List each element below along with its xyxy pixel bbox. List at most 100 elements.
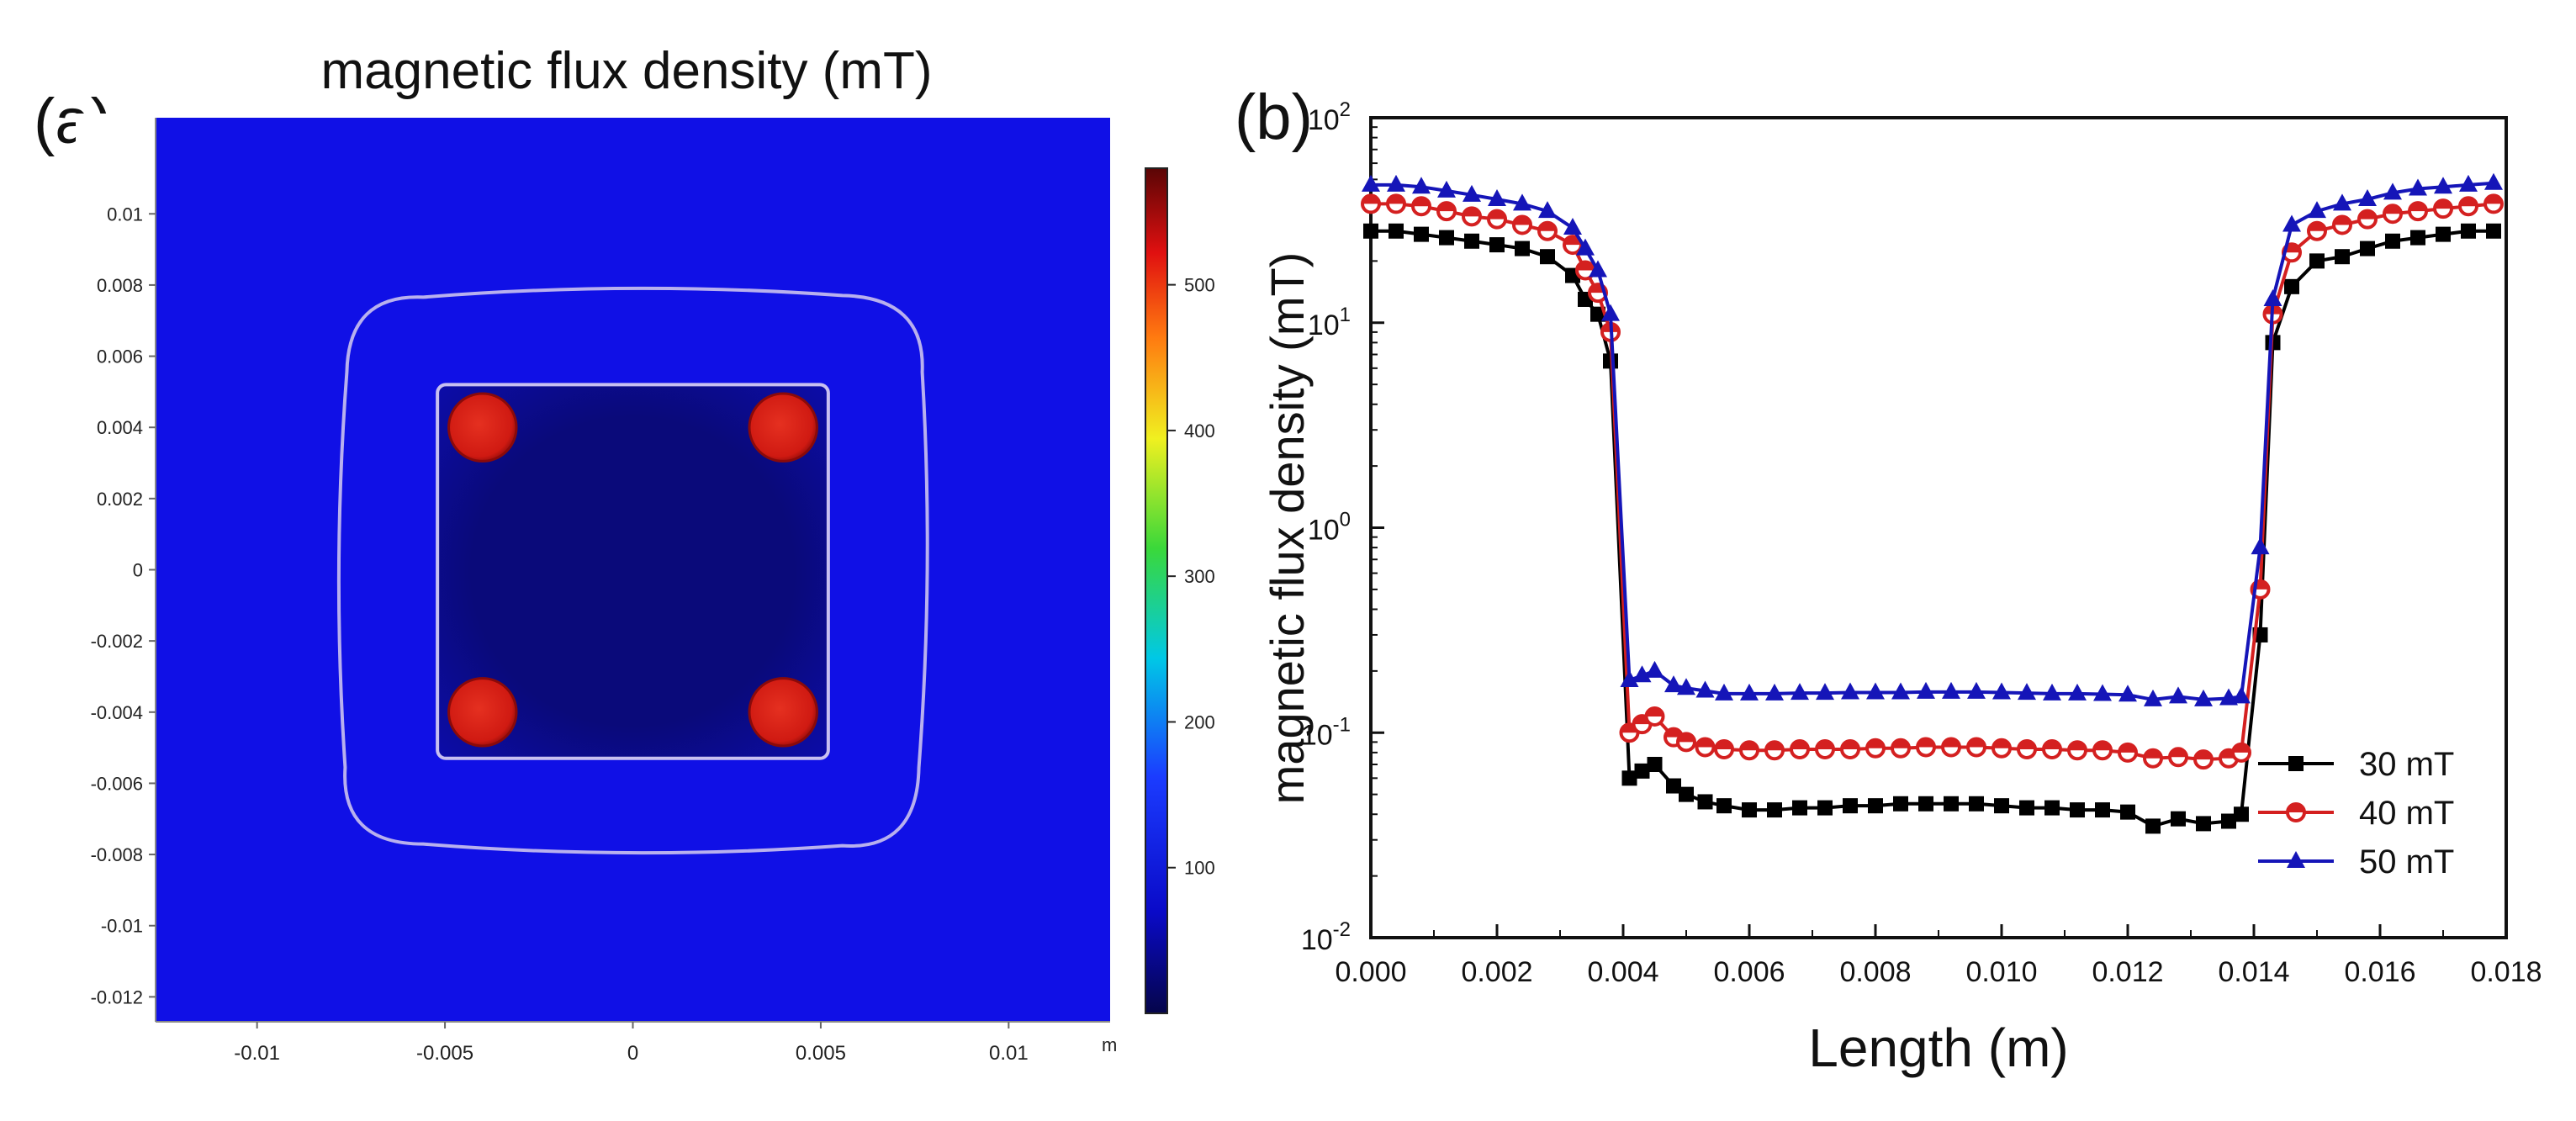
data-point-fill bbox=[1388, 195, 1404, 204]
line-y-axis-label: magnetic flux density (mT) bbox=[1261, 252, 1314, 805]
heatmap-x-unit: m bbox=[1102, 1034, 1117, 1055]
colorbar-tick-label: 300 bbox=[1184, 566, 1215, 587]
data-point-fill bbox=[1665, 728, 1682, 738]
data-point bbox=[1942, 681, 1960, 699]
data-point bbox=[2409, 178, 2427, 196]
data-point bbox=[2251, 537, 2270, 555]
data-point bbox=[1464, 233, 1479, 249]
series-50-mt bbox=[1362, 172, 2503, 706]
heatmap-y-tick-label: 0.008 bbox=[97, 275, 143, 296]
data-point bbox=[1621, 770, 1637, 786]
data-point bbox=[2145, 818, 2161, 834]
data-point bbox=[1515, 241, 1530, 256]
series-30-mt bbox=[1363, 223, 2501, 834]
heatmap-y-tick-label: 0 bbox=[133, 560, 143, 581]
data-point bbox=[1917, 681, 1935, 699]
data-point bbox=[1620, 670, 1639, 688]
data-point bbox=[1697, 794, 1713, 810]
data-point-fill bbox=[1413, 198, 1430, 207]
colorbar-tick-label: 100 bbox=[1184, 858, 1215, 879]
heatmap-x-tick-label: 0 bbox=[627, 1042, 638, 1065]
heatmap-y-tick-label: -0.006 bbox=[91, 773, 143, 794]
line-x-tick-label: 0.000 bbox=[1335, 956, 1406, 988]
panel-label-b: (b) bbox=[1235, 82, 1313, 153]
data-point-fill bbox=[1892, 739, 1909, 748]
data-point bbox=[1463, 184, 1481, 202]
data-point bbox=[2434, 177, 2452, 194]
data-point bbox=[2171, 811, 2186, 827]
data-point-fill bbox=[1842, 740, 1859, 749]
colorbar-tick-label: 200 bbox=[1184, 711, 1215, 732]
data-point bbox=[1647, 757, 1663, 773]
heatmap-y-tick-label: -0.004 bbox=[91, 702, 143, 723]
data-point bbox=[2308, 201, 2326, 219]
data-point bbox=[1387, 174, 1405, 192]
heatmap-x-tick-label: 0.005 bbox=[796, 1042, 846, 1065]
data-point bbox=[1791, 683, 1809, 701]
data-point bbox=[1816, 683, 1834, 701]
data-point-fill bbox=[2359, 210, 2376, 219]
data-point bbox=[1513, 193, 1531, 211]
data-point bbox=[2196, 816, 2211, 832]
data-point bbox=[1563, 218, 1582, 235]
data-point-fill bbox=[2309, 222, 2325, 231]
heatmap-x-tick-label: 0.01 bbox=[989, 1042, 1029, 1065]
legend-label: 30 mT bbox=[2359, 746, 2454, 783]
data-point bbox=[2070, 802, 2085, 818]
heatmap-x-tick-label: -0.005 bbox=[416, 1042, 473, 1065]
data-point bbox=[1414, 226, 1429, 242]
line-x-tick-label: 0.006 bbox=[1713, 956, 1785, 988]
data-point bbox=[1412, 177, 1431, 194]
data-point-fill bbox=[2145, 749, 2161, 759]
data-point bbox=[1634, 763, 1650, 779]
data-point bbox=[1767, 802, 1782, 818]
legend-label: 40 mT bbox=[2359, 795, 2454, 832]
data-point bbox=[1716, 798, 1732, 814]
data-point bbox=[1715, 683, 1733, 701]
heatmap-y-tick-label: -0.002 bbox=[91, 631, 143, 652]
data-point-fill bbox=[2435, 200, 2452, 209]
colorbar-ticks: 100 200 300 400 500 bbox=[1167, 275, 1215, 879]
data-point bbox=[2410, 230, 2425, 246]
data-point-fill bbox=[1917, 738, 1934, 748]
data-point-fill bbox=[2094, 742, 2111, 751]
data-point-fill bbox=[2334, 216, 2351, 225]
line-chart-ticks: 0.000 0.002 0.004 0.006 0.008 0.010 0.012 0.014… bbox=[1301, 98, 2542, 988]
data-point bbox=[1994, 798, 2009, 814]
data-point bbox=[2358, 188, 2377, 206]
data-point bbox=[1666, 778, 1681, 794]
data-point bbox=[2018, 683, 2036, 701]
data-point-fill bbox=[2485, 195, 2502, 204]
data-point bbox=[2282, 214, 2301, 232]
data-point-fill bbox=[1993, 739, 2010, 748]
data-point bbox=[2263, 288, 2282, 306]
line-y-tick-label: 101 bbox=[1308, 304, 1351, 341]
data-point bbox=[2120, 804, 2135, 820]
data-point-fill bbox=[1646, 707, 1664, 716]
data-point-fill bbox=[2044, 740, 2060, 749]
heatmap-y-tick-label: 0.004 bbox=[97, 417, 143, 438]
data-point-fill bbox=[2069, 742, 2086, 751]
data-point-fill bbox=[1716, 740, 1732, 749]
data-point bbox=[1891, 682, 1910, 700]
colorbar-tick-label: 500 bbox=[1184, 275, 1215, 296]
data-point bbox=[1389, 223, 1404, 239]
heatmap-x-tick-label: -0.01 bbox=[234, 1042, 280, 1065]
heatmap-y-ticks: 0.01 0.008 0.006 0.004 0.002 0 -0.002 -0.004 -0.… bbox=[91, 204, 156, 1007]
data-point-fill bbox=[2233, 743, 2250, 753]
line-x-tick-label: 0.012 bbox=[2092, 956, 2163, 988]
heatmap-panel: magnetic flux density (mT) -0.01 -0.005 0 0… bbox=[76, 42, 1215, 1065]
legend-marker-fill bbox=[2288, 804, 2304, 812]
data-point bbox=[2383, 182, 2402, 200]
line-y-tick-label: 100 bbox=[1308, 509, 1351, 547]
data-point-fill bbox=[1968, 738, 1985, 748]
data-point bbox=[1590, 306, 1605, 322]
data-point bbox=[1868, 798, 1883, 814]
inner-low-field-region bbox=[436, 383, 830, 760]
data-point-fill bbox=[1362, 195, 1379, 204]
data-point bbox=[2043, 683, 2061, 701]
data-point bbox=[2360, 241, 2375, 256]
data-point-fill bbox=[1791, 740, 1808, 749]
data-point bbox=[1576, 238, 1595, 256]
data-point bbox=[2333, 193, 2351, 211]
